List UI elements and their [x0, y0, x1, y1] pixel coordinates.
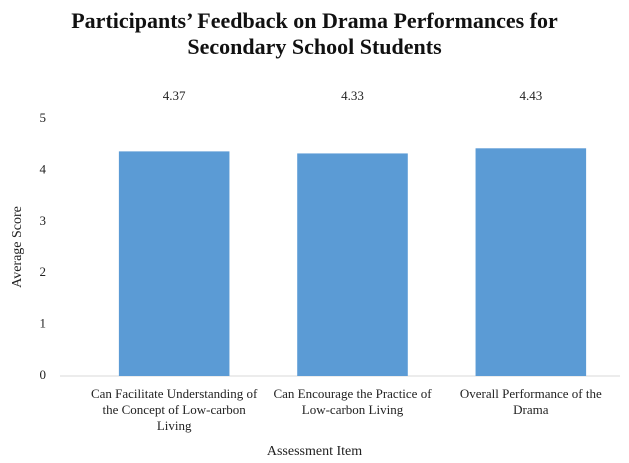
data-label: 4.37 — [163, 88, 186, 103]
y-tick-label: 0 — [40, 367, 47, 382]
data-label: 4.43 — [519, 88, 542, 103]
chart-title: Participants’ Feedback on Drama Performa… — [71, 8, 558, 59]
bar — [475, 148, 587, 376]
bar — [118, 151, 230, 376]
y-tick-label: 3 — [40, 213, 47, 228]
y-tick-label: 5 — [40, 110, 47, 125]
bar — [297, 153, 408, 376]
y-axis-label: Average Score — [10, 206, 25, 288]
y-tick-label: 2 — [40, 264, 47, 279]
x-tick-label: Overall Performance of the Drama — [459, 386, 602, 417]
x-tick-label: Can Encourage the Practice of Low-carbon… — [273, 386, 432, 417]
y-tick-label: 4 — [40, 161, 47, 176]
data-label: 4.33 — [341, 88, 364, 103]
x-axis-label: Assessment Item — [266, 444, 363, 459]
y-tick-label: 1 — [40, 316, 47, 331]
x-tick-label: Can Facilitate Understanding of the Conc… — [90, 386, 258, 433]
